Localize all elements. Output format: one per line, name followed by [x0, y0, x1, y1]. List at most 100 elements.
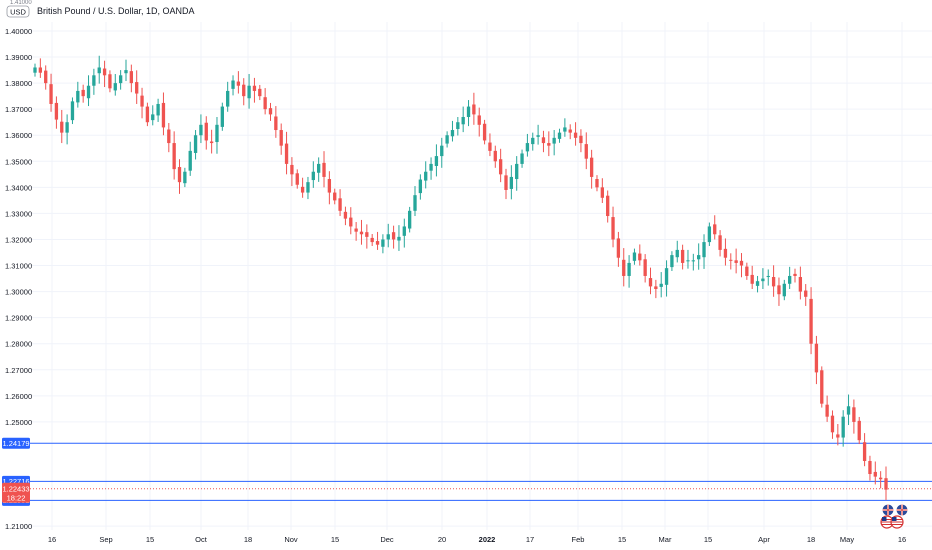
candle	[846, 394, 851, 426]
x-tick-label: Sep	[99, 535, 112, 544]
uk-flag-icon[interactable]	[895, 503, 909, 517]
candle-body	[386, 234, 390, 240]
candle	[664, 260, 669, 297]
candle-body	[509, 176, 514, 189]
candle	[129, 64, 133, 93]
candle	[868, 455, 872, 481]
candle-body	[766, 275, 770, 277]
candle-body	[70, 101, 75, 121]
y-tick-label: 1.25000	[5, 418, 32, 427]
candle-body	[498, 159, 503, 175]
candle	[407, 206, 412, 233]
candle	[108, 70, 112, 93]
x-tick-label: Nov	[284, 535, 298, 544]
candle	[445, 131, 449, 148]
candle-body	[573, 132, 578, 138]
candle-body	[718, 235, 722, 250]
x-tick-label: Oct	[195, 535, 208, 544]
candle	[611, 206, 615, 248]
candle	[616, 231, 621, 267]
candle	[167, 122, 171, 153]
candle	[477, 107, 481, 137]
candle-body	[670, 255, 674, 268]
candle	[102, 60, 107, 88]
price-axis[interactable]: 1.40000 1.39000 1.38000 1.37000 1.36000 1.350…	[2, 27, 32, 531]
candle	[247, 73, 251, 109]
y-tick-label: 1.21000	[5, 522, 32, 531]
candle-body	[606, 195, 610, 217]
candle-body	[140, 95, 144, 107]
candle-body	[231, 80, 235, 89]
candle-body	[777, 285, 781, 295]
candle	[124, 59, 128, 82]
candle	[242, 78, 246, 106]
candle-body	[172, 143, 176, 170]
candle	[814, 335, 819, 385]
candle-body	[862, 442, 867, 461]
candle-body	[343, 211, 348, 219]
y-tick-label: 1.32000	[5, 235, 32, 244]
candle	[386, 223, 390, 248]
candle	[188, 141, 192, 176]
candle	[830, 410, 835, 439]
event-flags[interactable]	[880, 503, 909, 529]
candle-body	[258, 88, 262, 97]
candle-body	[745, 266, 749, 276]
candle	[515, 156, 519, 191]
candle-body	[814, 343, 819, 373]
candle	[268, 102, 273, 121]
candle	[643, 254, 647, 283]
y-tick-label: 1.35000	[5, 157, 32, 166]
candle-body	[284, 143, 289, 164]
candle-body	[579, 135, 583, 144]
level-price-tag[interactable]	[2, 437, 30, 449]
candle	[595, 175, 599, 192]
candle	[424, 161, 428, 189]
time-axis[interactable]: 16 Sep 15 Oct 18 Nov 15 Dec 20 2022 17 Feb 15 Mar 15 Ap…	[48, 535, 906, 544]
candle	[702, 234, 706, 269]
uk-flag-icon[interactable]	[881, 503, 895, 517]
candle-body	[151, 114, 155, 121]
candle	[290, 157, 294, 187]
candle	[391, 225, 396, 249]
candle	[456, 116, 460, 136]
candle	[825, 395, 829, 422]
candle	[857, 416, 861, 445]
chart-header: 1.41000 USD British Pound / U.S. Dollar,…	[6, 0, 195, 18]
candle	[606, 190, 610, 223]
candle-body	[739, 260, 744, 266]
candle-body	[236, 81, 241, 86]
candle	[220, 102, 224, 131]
candle-body	[167, 129, 171, 144]
candle-body	[338, 198, 342, 211]
candle	[274, 106, 278, 138]
candle	[135, 70, 139, 104]
candle-body	[793, 273, 797, 276]
candle-body	[702, 242, 706, 258]
candle-body	[247, 85, 251, 99]
candle-body	[798, 277, 803, 292]
candle	[300, 177, 305, 198]
candle-body	[407, 210, 412, 229]
last-price-tag[interactable]	[2, 482, 30, 503]
candle	[723, 238, 728, 266]
candle	[172, 131, 176, 180]
candle-body	[290, 164, 294, 175]
candle-body	[878, 477, 883, 480]
candle-body	[536, 135, 540, 137]
candle-body	[456, 122, 460, 129]
candle-body	[391, 232, 396, 240]
currency-badge[interactable]	[6, 5, 30, 18]
us-flag-icon[interactable]	[890, 515, 904, 529]
candle-body	[659, 283, 663, 287]
y-tick-label: 1.26000	[5, 392, 32, 401]
horizontal-levels[interactable]	[30, 442, 932, 501]
candle-body	[65, 122, 69, 133]
candle-body	[450, 130, 455, 137]
candle-body	[161, 102, 166, 128]
candle	[820, 366, 824, 408]
y-tick-label: 1.29000	[5, 314, 32, 323]
candle-body	[38, 67, 43, 73]
candle-body	[220, 106, 224, 127]
